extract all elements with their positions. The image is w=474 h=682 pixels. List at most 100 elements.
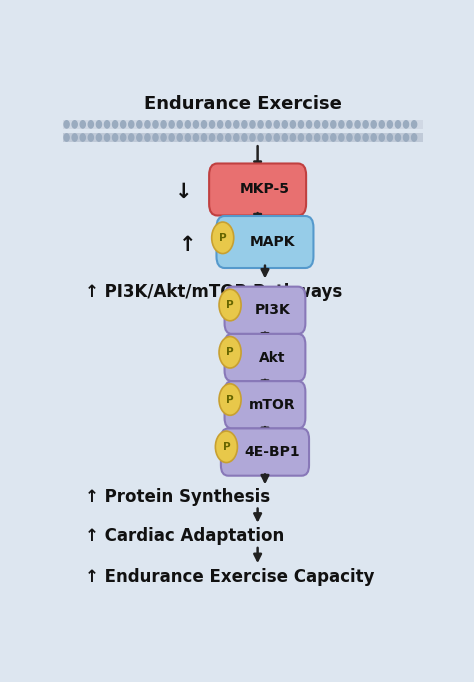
Circle shape bbox=[282, 121, 287, 128]
Text: ↓: ↓ bbox=[175, 182, 193, 202]
Circle shape bbox=[104, 121, 109, 128]
Circle shape bbox=[266, 121, 271, 128]
Circle shape bbox=[201, 134, 207, 141]
Circle shape bbox=[177, 121, 182, 128]
Circle shape bbox=[299, 121, 303, 128]
Circle shape bbox=[80, 121, 85, 128]
Circle shape bbox=[104, 134, 109, 141]
Circle shape bbox=[282, 134, 287, 141]
Text: ↑ Endurance Exercise Capacity: ↑ Endurance Exercise Capacity bbox=[85, 567, 374, 586]
Circle shape bbox=[218, 134, 223, 141]
Text: P: P bbox=[226, 347, 234, 357]
Circle shape bbox=[169, 121, 174, 128]
Text: PI3K: PI3K bbox=[255, 303, 290, 317]
Circle shape bbox=[215, 431, 237, 462]
Circle shape bbox=[201, 121, 207, 128]
Circle shape bbox=[226, 134, 231, 141]
Circle shape bbox=[120, 121, 126, 128]
Circle shape bbox=[64, 121, 69, 128]
Circle shape bbox=[120, 134, 126, 141]
Circle shape bbox=[339, 134, 344, 141]
Circle shape bbox=[250, 121, 255, 128]
Circle shape bbox=[96, 134, 101, 141]
Circle shape bbox=[403, 134, 409, 141]
Circle shape bbox=[185, 134, 191, 141]
FancyBboxPatch shape bbox=[217, 216, 313, 268]
Text: ↑ Protein Synthesis: ↑ Protein Synthesis bbox=[85, 488, 270, 505]
FancyBboxPatch shape bbox=[63, 119, 423, 129]
Circle shape bbox=[379, 134, 384, 141]
Text: ↑ Cardiac Adaptation: ↑ Cardiac Adaptation bbox=[85, 527, 284, 545]
Circle shape bbox=[193, 134, 199, 141]
Circle shape bbox=[347, 134, 352, 141]
Circle shape bbox=[161, 121, 166, 128]
Circle shape bbox=[218, 121, 223, 128]
Circle shape bbox=[137, 121, 142, 128]
Text: Endurance Exercise: Endurance Exercise bbox=[144, 95, 342, 113]
Circle shape bbox=[72, 134, 77, 141]
Circle shape bbox=[88, 134, 93, 141]
Circle shape bbox=[379, 121, 384, 128]
Text: MKP-5: MKP-5 bbox=[240, 183, 290, 196]
Circle shape bbox=[363, 121, 368, 128]
Text: mTOR: mTOR bbox=[249, 398, 296, 412]
Circle shape bbox=[387, 121, 392, 128]
Circle shape bbox=[219, 289, 241, 321]
Circle shape bbox=[234, 121, 239, 128]
Circle shape bbox=[363, 134, 368, 141]
FancyBboxPatch shape bbox=[209, 164, 306, 216]
Text: MAPK: MAPK bbox=[250, 235, 295, 249]
Circle shape bbox=[331, 121, 336, 128]
Circle shape bbox=[80, 134, 85, 141]
Circle shape bbox=[371, 134, 376, 141]
Text: P: P bbox=[223, 442, 230, 451]
Circle shape bbox=[112, 121, 118, 128]
Circle shape bbox=[347, 121, 352, 128]
Circle shape bbox=[185, 121, 191, 128]
FancyBboxPatch shape bbox=[225, 334, 305, 381]
Circle shape bbox=[299, 134, 303, 141]
Circle shape bbox=[387, 134, 392, 141]
Circle shape bbox=[128, 134, 134, 141]
Circle shape bbox=[96, 121, 101, 128]
Text: ↑: ↑ bbox=[179, 235, 197, 254]
Circle shape bbox=[331, 134, 336, 141]
Circle shape bbox=[153, 134, 158, 141]
FancyBboxPatch shape bbox=[221, 428, 309, 476]
Circle shape bbox=[274, 134, 279, 141]
Text: P: P bbox=[226, 395, 234, 404]
Circle shape bbox=[226, 121, 231, 128]
Circle shape bbox=[371, 121, 376, 128]
Circle shape bbox=[250, 134, 255, 141]
FancyBboxPatch shape bbox=[225, 381, 305, 428]
Circle shape bbox=[210, 121, 215, 128]
Circle shape bbox=[161, 134, 166, 141]
Circle shape bbox=[169, 134, 174, 141]
Circle shape bbox=[210, 134, 215, 141]
Circle shape bbox=[315, 134, 319, 141]
Circle shape bbox=[307, 134, 311, 141]
Circle shape bbox=[177, 134, 182, 141]
Circle shape bbox=[395, 134, 401, 141]
Circle shape bbox=[193, 121, 199, 128]
FancyBboxPatch shape bbox=[225, 286, 305, 334]
Circle shape bbox=[266, 134, 271, 141]
Circle shape bbox=[355, 121, 360, 128]
Circle shape bbox=[323, 134, 328, 141]
Circle shape bbox=[242, 134, 247, 141]
Circle shape bbox=[145, 121, 150, 128]
Circle shape bbox=[339, 121, 344, 128]
Text: ↑ PI3K/Akt/mTOR Pathways: ↑ PI3K/Akt/mTOR Pathways bbox=[85, 283, 342, 301]
Circle shape bbox=[145, 134, 150, 141]
Circle shape bbox=[219, 336, 241, 368]
Text: 4E-BP1: 4E-BP1 bbox=[245, 445, 300, 459]
Circle shape bbox=[234, 134, 239, 141]
Text: P: P bbox=[226, 300, 234, 310]
Circle shape bbox=[212, 222, 234, 254]
Circle shape bbox=[64, 134, 69, 141]
Text: Akt: Akt bbox=[259, 351, 285, 365]
Circle shape bbox=[411, 134, 417, 141]
Circle shape bbox=[290, 134, 295, 141]
Circle shape bbox=[72, 121, 77, 128]
Circle shape bbox=[242, 121, 247, 128]
